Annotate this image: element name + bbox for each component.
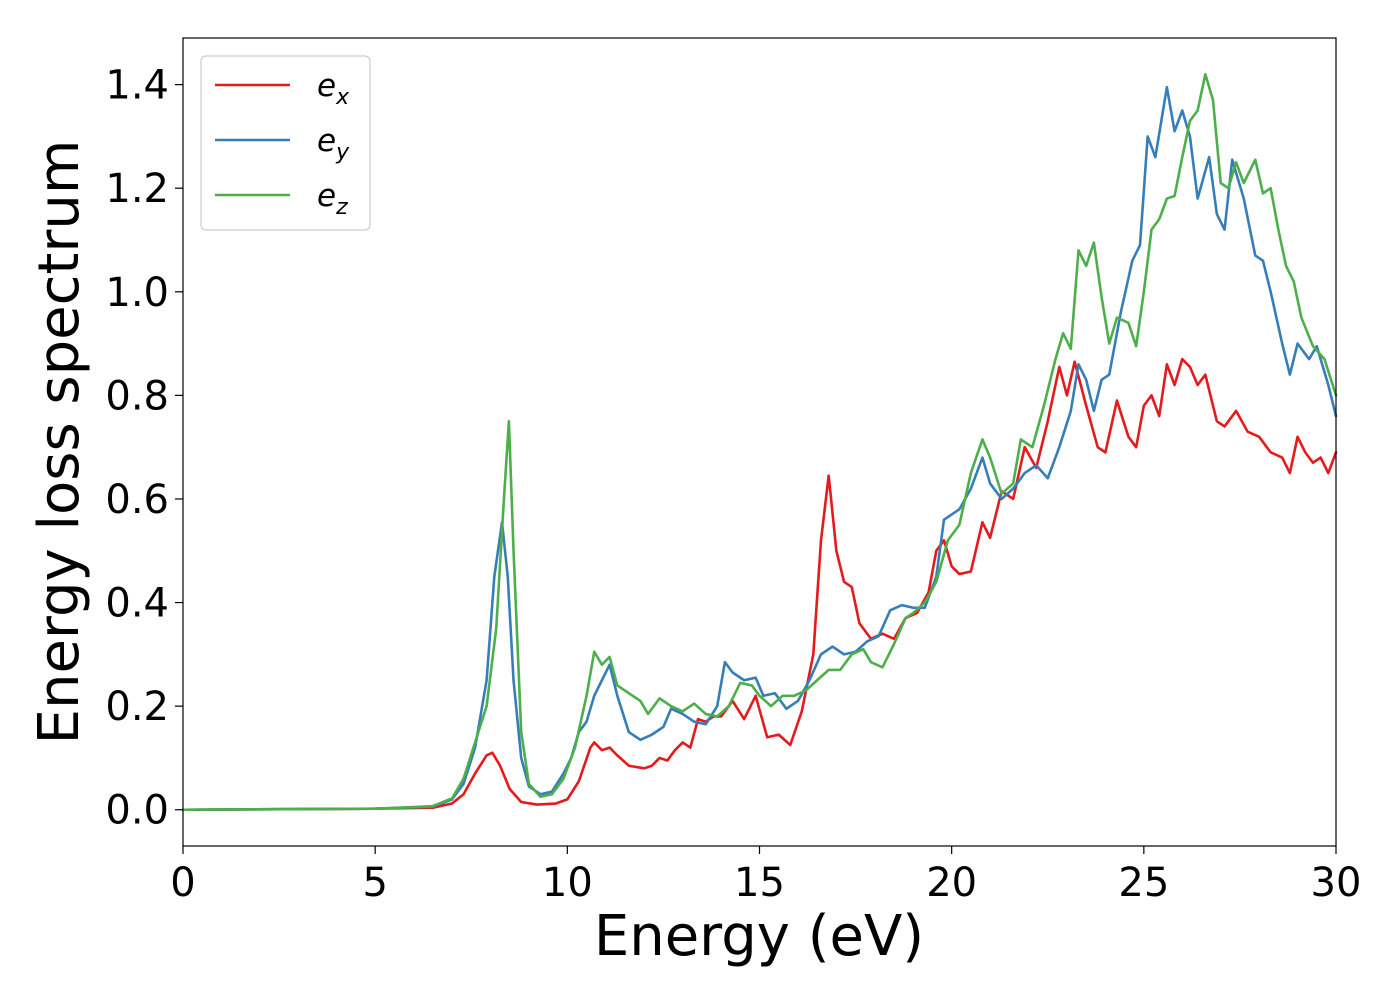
- y-tick-label: 1.0: [105, 270, 169, 316]
- x-tick-label: 0: [170, 860, 195, 906]
- y-tick-label: 1.4: [105, 63, 169, 109]
- y-tick-label: 0.4: [105, 581, 169, 627]
- legend-label-ey: ey: [317, 123, 350, 165]
- y-tick-label: 0.0: [105, 788, 169, 834]
- series-line-ez: [181, 72, 1338, 812]
- y-tick-label: 0.6: [105, 477, 169, 523]
- legend: ex ey ez: [200, 55, 371, 231]
- x-tick-label: 30: [1311, 860, 1362, 906]
- y-axis: 0.0 0.2 0.4 0.6 0.8 1.0 1.2 1.4: [105, 63, 183, 834]
- plot-lines: [181, 72, 1338, 812]
- legend-label-ex: ex: [317, 68, 350, 110]
- x-tick-label: 5: [362, 860, 387, 906]
- y-tick-label: 0.8: [105, 373, 169, 419]
- y-tick-label: 0.2: [105, 684, 169, 730]
- y-tick-label: 1.2: [105, 166, 169, 212]
- x-tick-label: 15: [734, 860, 785, 906]
- x-axis: 0 5 10 15 20 25 30: [170, 846, 1361, 906]
- x-tick-label: 25: [1118, 860, 1169, 906]
- x-tick-label: 10: [542, 860, 593, 906]
- series-line-ex: [181, 357, 1338, 812]
- legend-label-ez: ez: [317, 178, 348, 220]
- y-axis-title: Energy loss spectrum: [27, 140, 92, 745]
- legend-box: [200, 55, 371, 231]
- x-tick-label: 20: [926, 860, 977, 906]
- x-axis-title: Energy (eV): [594, 904, 924, 969]
